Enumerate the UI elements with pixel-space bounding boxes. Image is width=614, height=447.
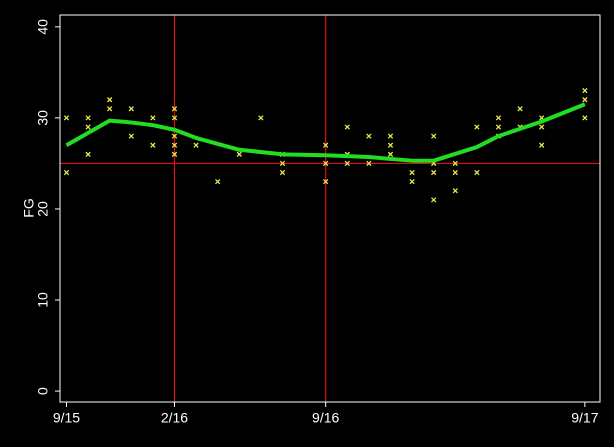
point	[215, 178, 221, 185]
y-tick-label: 10	[35, 292, 51, 308]
point	[495, 115, 502, 121]
point	[258, 115, 264, 121]
point	[236, 151, 242, 157]
fit-line	[65, 102, 586, 163]
point	[279, 169, 286, 176]
point	[495, 124, 502, 130]
point	[366, 133, 372, 139]
point	[171, 133, 178, 139]
point	[582, 87, 588, 94]
point	[387, 151, 394, 157]
x-tick-label: 9/15	[53, 410, 80, 426]
point	[431, 169, 437, 176]
point	[85, 151, 91, 157]
point	[431, 133, 437, 139]
y-tick-label: 30	[35, 110, 51, 126]
point	[452, 188, 458, 194]
point	[452, 160, 458, 167]
point	[63, 169, 70, 176]
point	[517, 106, 523, 112]
point	[150, 115, 156, 121]
x-tick-label: 9/17	[571, 410, 598, 426]
point	[539, 124, 545, 130]
point	[323, 160, 329, 167]
y-tick-label: 20	[35, 201, 51, 217]
x-tick-label: 9/16	[312, 410, 339, 426]
point	[344, 160, 350, 167]
point	[323, 142, 329, 148]
point	[431, 197, 437, 203]
point	[85, 124, 91, 130]
point	[474, 124, 480, 130]
point	[193, 142, 199, 148]
point	[474, 169, 480, 176]
x-tick-label: 2/16	[161, 410, 188, 426]
point	[171, 151, 178, 157]
point	[387, 142, 394, 148]
point	[128, 106, 134, 112]
y-axis-label: FG	[21, 198, 37, 217]
point	[279, 160, 286, 167]
point	[387, 133, 394, 139]
point	[539, 142, 545, 148]
point	[150, 142, 156, 148]
point	[171, 142, 178, 148]
point	[323, 178, 329, 185]
point	[85, 115, 91, 121]
point	[409, 169, 415, 176]
point	[344, 124, 350, 130]
point	[63, 115, 70, 121]
point	[171, 106, 178, 112]
point	[107, 97, 113, 103]
point	[128, 133, 134, 139]
point	[452, 169, 458, 176]
point	[171, 115, 178, 121]
y-tick-label: 0	[35, 387, 51, 395]
point	[409, 178, 415, 185]
point	[107, 106, 113, 112]
point	[366, 160, 372, 167]
point	[582, 115, 588, 121]
point	[582, 97, 588, 103]
y-tick-label: 40	[35, 19, 51, 35]
